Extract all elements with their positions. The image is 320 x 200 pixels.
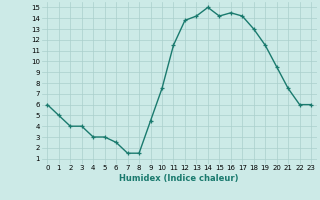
X-axis label: Humidex (Indice chaleur): Humidex (Indice chaleur)	[119, 174, 239, 183]
